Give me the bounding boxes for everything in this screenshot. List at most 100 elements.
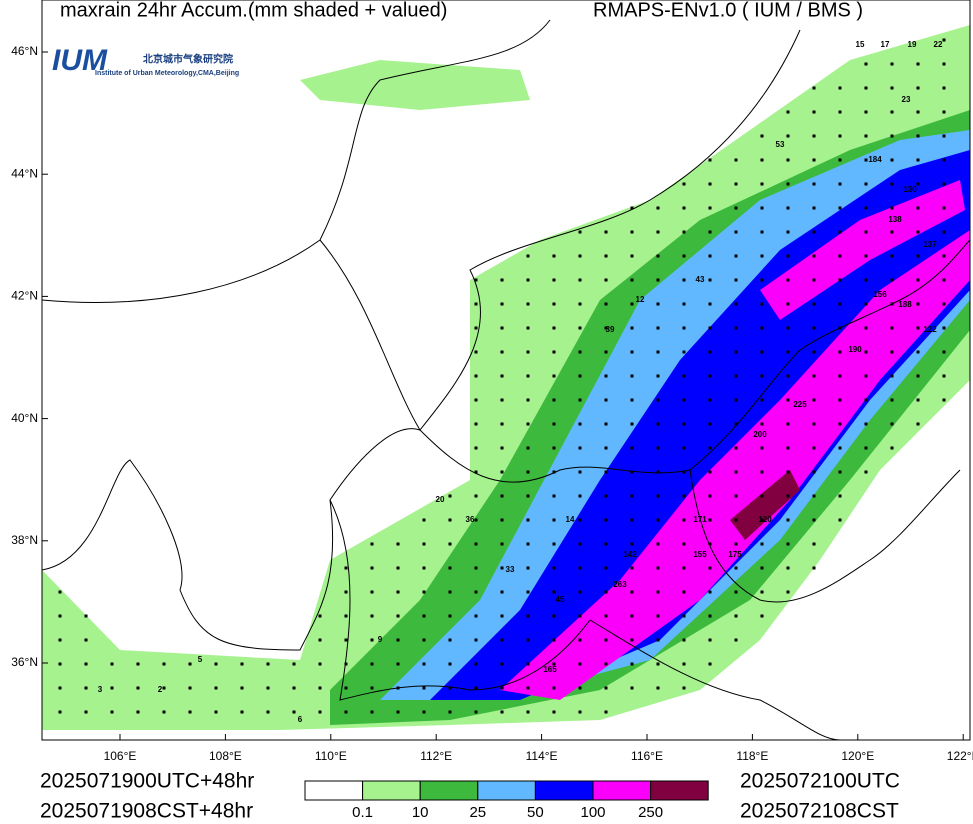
grid-dot <box>110 662 114 666</box>
grid-dot <box>734 566 738 570</box>
grid-dot <box>318 662 322 666</box>
grid-dot <box>708 662 712 666</box>
grid-dot <box>656 638 660 642</box>
grid-dot <box>734 494 738 498</box>
init-utc: 2025071900UTC+48hr <box>40 770 254 793</box>
grid-dot <box>786 590 790 594</box>
grid-dot <box>838 518 842 522</box>
grid-dot <box>864 158 868 162</box>
grid-dot <box>474 566 478 570</box>
grid-dot <box>864 446 868 450</box>
grid-dot <box>812 446 816 450</box>
grid-dot <box>396 662 400 666</box>
grid-dot <box>630 662 634 666</box>
grid-dot <box>266 710 270 714</box>
grid-dot <box>890 62 894 66</box>
value-label: 175 <box>728 550 742 559</box>
grid-dot <box>708 230 712 234</box>
grid-dot <box>656 518 660 522</box>
grid-dot <box>474 326 478 330</box>
grid-dot <box>630 398 634 402</box>
grid-dot <box>786 518 790 522</box>
grid-dot <box>578 278 582 282</box>
map-area: 15 17 19 2223531841301381371561881221902252… <box>42 19 970 740</box>
grid-dot <box>656 686 660 690</box>
grid-dot <box>474 470 478 474</box>
grid-dot <box>656 566 660 570</box>
grid-dot <box>422 662 426 666</box>
grid-dot <box>344 686 348 690</box>
grid-dot <box>916 422 920 426</box>
grid-dot <box>942 38 946 42</box>
x-tick-label: 116°E <box>631 749 663 763</box>
grid-dot <box>760 614 764 618</box>
grid-dot <box>474 638 478 642</box>
grid-dot <box>734 398 738 402</box>
grid-dot <box>604 590 608 594</box>
grid-dot <box>552 566 556 570</box>
grid-dot <box>474 542 478 546</box>
y-tick-label: 40°N <box>11 411 38 425</box>
grid-dot <box>812 134 816 138</box>
value-label: 120 <box>758 515 772 524</box>
grid-dot <box>916 398 920 402</box>
grid-dot <box>84 638 88 642</box>
grid-dot <box>786 254 790 258</box>
grid-dot <box>552 446 556 450</box>
grid-dot <box>214 710 218 714</box>
grid-dot <box>656 590 660 594</box>
grid-dot <box>500 542 504 546</box>
legend-swatch <box>477 780 536 801</box>
grid-dot <box>136 686 140 690</box>
grid-dot <box>604 686 608 690</box>
grid-dot <box>474 686 478 690</box>
grid-dot <box>838 470 842 474</box>
grid-dot <box>682 206 686 210</box>
grid-dot <box>422 518 426 522</box>
grid-dot <box>526 710 530 714</box>
grid-dot <box>604 662 608 666</box>
grid-dot <box>552 302 556 306</box>
grid-dot <box>864 62 868 66</box>
grid-dot <box>526 350 530 354</box>
grid-dot <box>864 374 868 378</box>
value-label: 45 <box>556 595 565 604</box>
grid-dot <box>864 110 868 114</box>
grid-dot <box>84 614 88 618</box>
grid-dot <box>734 374 738 378</box>
grid-dot <box>240 710 244 714</box>
grid-dot <box>422 614 426 618</box>
grid-dot <box>760 350 764 354</box>
grid-dot <box>240 686 244 690</box>
grid-dot <box>734 158 738 162</box>
grid-dot <box>708 206 712 210</box>
grid-dot <box>708 278 712 282</box>
grid-dot <box>890 110 894 114</box>
grid-dot <box>370 638 374 642</box>
value-label: 12 <box>636 295 645 304</box>
grid-dot <box>838 302 842 306</box>
grid-dot <box>942 254 946 258</box>
grid-dot <box>604 230 608 234</box>
grid-dot <box>552 326 556 330</box>
grid-dot <box>630 350 634 354</box>
grid-dot <box>422 542 426 546</box>
grid-dot <box>526 494 530 498</box>
grid-dot <box>942 182 946 186</box>
value-label: 171 <box>693 515 707 524</box>
grid-dot <box>552 590 556 594</box>
grid-dot <box>604 518 608 522</box>
grid-dot <box>318 710 322 714</box>
grid-dot <box>760 254 764 258</box>
y-tick-label: 42°N <box>11 289 38 303</box>
grid-dot <box>734 590 738 594</box>
grid-dot <box>734 638 738 642</box>
value-label: 22 <box>934 40 943 49</box>
grid-dot <box>682 566 686 570</box>
grid-dot <box>370 566 374 570</box>
grid-dot <box>812 158 816 162</box>
grid-dot <box>526 566 530 570</box>
grid-dot <box>916 254 920 258</box>
grid-dot <box>786 542 790 546</box>
grid-dot <box>838 182 842 186</box>
